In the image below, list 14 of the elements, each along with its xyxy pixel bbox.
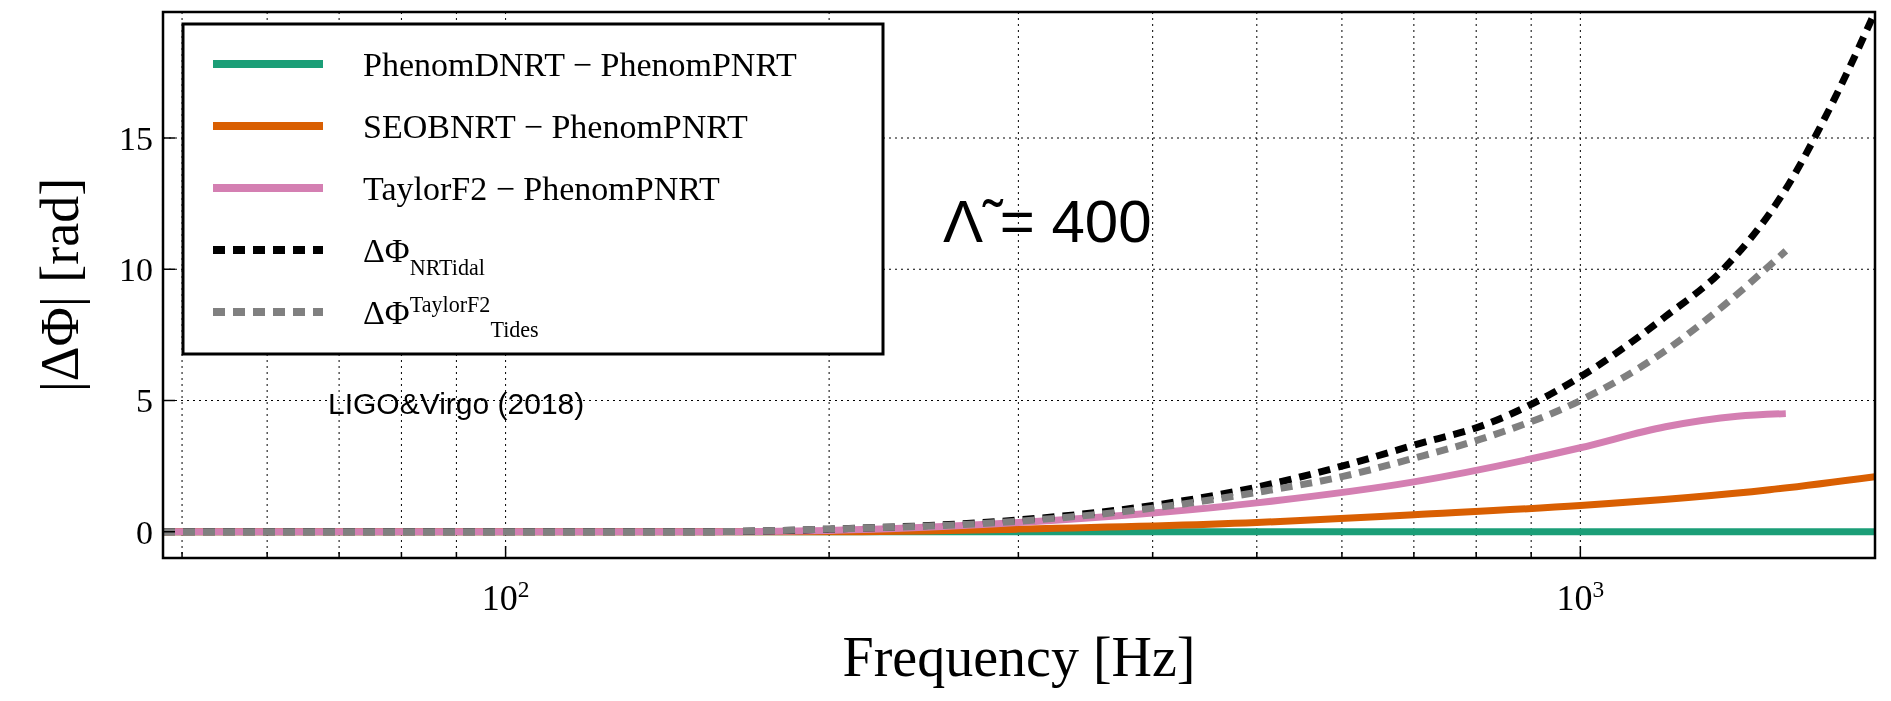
x-axis-title: Frequency [Hz] [842, 626, 1196, 688]
y-tick-label: 5 [136, 382, 153, 420]
legend-label: PhenomDNRT − PhenomPNRT [363, 45, 798, 83]
legend-label: ΔΦ$_{NRTidal}$ [363, 231, 485, 280]
y-tick-label: 10 [119, 251, 153, 289]
legend-label: SEOBNRT − PhenomPNRT [363, 107, 748, 145]
x-tick-label: 10$^{2}$ [481, 576, 530, 618]
x-tick-label: 10$^{3}$ [1556, 576, 1605, 618]
y-tick-label: 0 [136, 513, 153, 551]
y-tick-label: 15 [119, 119, 153, 157]
legend-label: TaylorF2 − PhenomPNRT [363, 169, 720, 207]
annotation: Λ̃ = 400 [943, 188, 1152, 255]
y-axis-title: |ΔΦ| [rad] [30, 177, 90, 393]
annotation: LIGO&Virgo (2018) [328, 387, 585, 420]
